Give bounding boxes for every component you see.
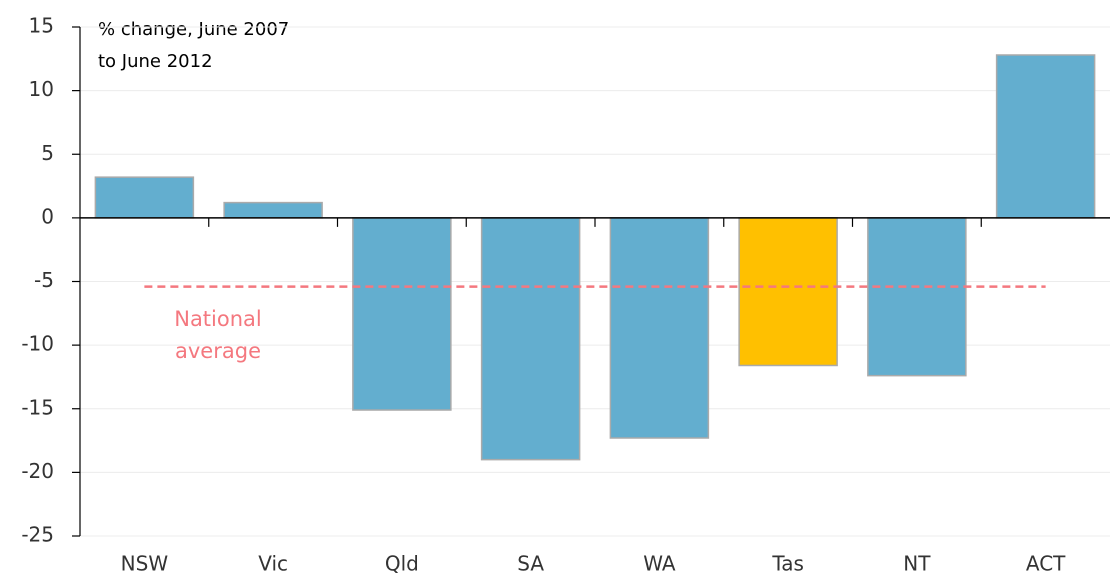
bar	[609, 217, 710, 439]
reference-label: average	[175, 339, 261, 363]
bar	[867, 217, 967, 377]
y-tick-label: -25	[21, 523, 54, 547]
bar	[995, 54, 1096, 219]
chart-title: to June 2012	[98, 51, 213, 72]
y-tick-label: -5	[34, 268, 54, 292]
bar	[738, 217, 838, 367]
reference-label: National	[174, 307, 262, 331]
y-tick-label: 15	[29, 14, 54, 38]
x-tick-label: ACT	[1026, 552, 1066, 576]
x-tick-label: SA	[517, 552, 544, 576]
x-tick-label: NT	[903, 552, 931, 576]
bar	[480, 217, 581, 461]
y-tick-label: 10	[29, 77, 54, 101]
x-tick-label: Tas	[771, 552, 804, 576]
chart-title: % change, June 2007	[98, 19, 289, 40]
y-tick-label: -20	[21, 459, 54, 483]
bar	[94, 176, 195, 219]
y-tick-label: -10	[21, 332, 54, 356]
y-tick-label: -15	[21, 395, 54, 419]
bar	[223, 201, 323, 219]
x-tick-label: Vic	[258, 552, 288, 576]
y-tick-label: 0	[41, 204, 54, 228]
bar	[352, 217, 452, 411]
x-tick-label: WA	[643, 552, 676, 576]
x-tick-label: Qld	[385, 552, 419, 576]
x-tick-label: NSW	[121, 552, 169, 576]
y-tick-label: 5	[41, 141, 54, 165]
